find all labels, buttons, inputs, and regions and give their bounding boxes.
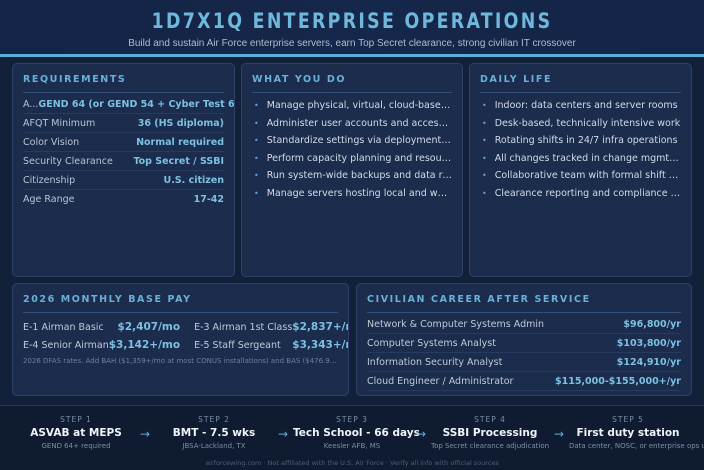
bullet-icon: • <box>254 153 259 163</box>
list-item: • Manage physical, virtual, cloud-based s… <box>254 100 452 111</box>
bullet-icon: • <box>482 136 487 145</box>
step-1: STEP 1 ASVAB at MEPS GEND 64+ required <box>30 415 122 450</box>
list-item: • Collaborative team with formal shift ha… <box>482 170 681 181</box>
enlistment-steps-bar: STEP 1 ASVAB at MEPS GEND 64+ required →… <box>0 405 704 470</box>
requirement-value: Normal required <box>136 136 224 148</box>
bullet-icon: • <box>254 171 259 180</box>
list-item: • Indoor: data centers and server rooms <box>482 100 678 111</box>
list-item: • Perform capacity planning and resource … <box>254 152 452 164</box>
civilian-row: Computer Systems Analyst $103,800/yr <box>367 334 681 353</box>
arrow-right-icon: → <box>415 427 427 441</box>
list-item: • Run system-wide backups and data reco..… <box>254 170 452 181</box>
list-item: • Desk-based, technically intensive work <box>482 117 681 129</box>
requirement-row: Age Range 17-42 <box>23 190 224 209</box>
civilian-career-panel: CIVILIAN CAREER AFTER SERVICE Network & … <box>356 283 692 396</box>
step-4: STEP 4 SSBI Processing Top Secret cleara… <box>431 415 550 450</box>
panel-title: WHAT YOU DO <box>252 74 452 93</box>
requirement-label: Age Range <box>23 194 75 205</box>
requirement-label: A... <box>23 98 39 110</box>
requirement-row: Citizenship U.S. citizen <box>23 171 224 190</box>
list-item: • Rotating shifts in 24/7 infra operation… <box>482 135 678 146</box>
pay-item: E-5 Staff Sergeant$3,343+/mo <box>194 339 348 351</box>
step-2: STEP 2 BMT - 7.5 wks JBSA-Lackland, TX <box>172 415 256 450</box>
what-you-do-panel: WHAT YOU DO • Manage physical, virtual, c… <box>241 63 463 277</box>
civilian-row: Cloud Engineer / Administrator $115,000-$… <box>367 372 681 391</box>
base-pay-panel: 2026 MONTHLY BASE PAY E-1 Airman Basic $2… <box>12 283 349 396</box>
civilian-row: Network & Computer Systems Admin $96,800/… <box>367 315 681 334</box>
pay-footnote: 2026 DFAS rates. Add BAH ($1,359+/mo at … <box>23 357 338 365</box>
arrow-right-icon: → <box>553 427 565 441</box>
bullet-icon: • <box>482 153 487 163</box>
page-header: 1D7X1Q ENTERPRISE OPERATIONS Build and s… <box>0 0 704 54</box>
list-item: • Clearance reporting and compliance req.… <box>482 187 681 199</box>
page-subtitle: Build and sustain Air Force enterprise s… <box>128 38 576 49</box>
requirement-value: 36 (HS diploma) <box>137 117 224 129</box>
bullet-icon: • <box>254 188 259 198</box>
requirement-label: AFQT Minimum <box>23 117 96 129</box>
page-title: 1D7X1Q ENTERPRISE OPERATIONS <box>151 9 553 33</box>
requirement-label: Security Clearance <box>23 155 113 167</box>
bullet-icon: • <box>254 101 259 110</box>
requirement-label: Citizenship <box>23 174 76 186</box>
panel-title: DAILY LIFE <box>480 74 681 93</box>
bullet-icon: • <box>482 171 487 180</box>
bullet-icon: • <box>482 118 487 128</box>
arrow-right-icon: → <box>277 427 289 441</box>
requirement-label: Color Vision <box>23 136 80 148</box>
requirement-row: Color Vision Normal required <box>23 133 224 152</box>
site-footer: airforcewing.com · Not affiliated with t… <box>205 459 499 467</box>
header-accent-line <box>0 54 704 57</box>
daily-life-list: • Indoor: data centers and server rooms •… <box>480 97 681 202</box>
pay-item: E-1 Airman Basic $2,407/mo <box>23 321 181 333</box>
step-5: STEP 5 First duty station Data center, N… <box>569 415 704 450</box>
pay-item: E-3 Airman 1st Class$2,837+/mo <box>194 321 348 333</box>
requirement-row: A... GEND 64 (or GEND 54 + Cyber Test 60) <box>23 95 234 114</box>
panel-title: 2026 MONTHLY BASE PAY <box>23 294 338 313</box>
panel-title: CIVILIAN CAREER AFTER SERVICE <box>367 294 681 313</box>
duties-list: • Manage physical, virtual, cloud-based s… <box>252 97 452 202</box>
requirement-value: 17-42 <box>193 194 224 205</box>
bullet-icon: • <box>254 118 259 128</box>
list-item: • All changes tracked in change mgmt sys.… <box>482 152 681 164</box>
requirement-row: Security Clearance Top Secret / SSBI <box>23 152 224 171</box>
steps-row: STEP 1 ASVAB at MEPS GEND 64+ required →… <box>0 406 704 450</box>
main-content: REQUIREMENTS A... GEND 64 (or GEND 54 + C… <box>0 57 704 405</box>
requirement-value: GEND 64 (or GEND 54 + Cyber Test 60) <box>38 98 235 110</box>
list-item: • Standardize settings via deployment too… <box>254 135 452 146</box>
bullet-icon: • <box>254 136 259 145</box>
list-item: • Administer user accounts and access co.… <box>254 117 452 129</box>
requirement-row: AFQT Minimum 36 (HS diploma) <box>23 114 224 133</box>
pay-grid: E-1 Airman Basic $2,407/mo E-3 Airman 1st… <box>23 318 348 354</box>
daily-life-panel: DAILY LIFE • Indoor: data centers and ser… <box>469 63 692 277</box>
civilian-row: Information Security Analyst $124,910/yr <box>367 353 681 372</box>
requirement-value: U.S. citizen <box>163 174 224 186</box>
bullet-icon: • <box>482 188 487 198</box>
requirement-value: Top Secret / SSBI <box>133 155 224 167</box>
panel-title: REQUIREMENTS <box>23 74 224 93</box>
pay-item: E-4 Senior Airman $3,142+/mo <box>23 339 181 351</box>
requirements-panel: REQUIREMENTS A... GEND 64 (or GEND 54 + C… <box>12 63 235 277</box>
step-3: STEP 3 Tech School - 66 days Keesler AFB… <box>293 415 420 450</box>
list-item: • Manage servers hosting local and web a.… <box>254 187 452 199</box>
bullet-icon: • <box>482 101 487 110</box>
arrow-right-icon: → <box>139 427 151 441</box>
